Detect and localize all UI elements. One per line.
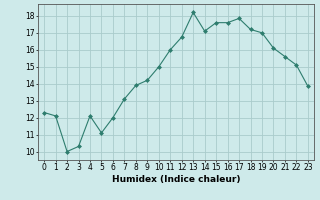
X-axis label: Humidex (Indice chaleur): Humidex (Indice chaleur) — [112, 175, 240, 184]
